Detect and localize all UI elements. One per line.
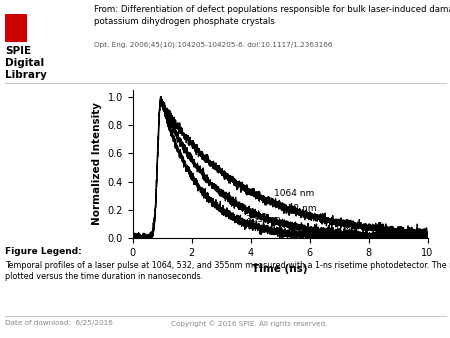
- Text: Copyright © 2016 SPIE. All rights reserved.: Copyright © 2016 SPIE. All rights reserv…: [171, 320, 328, 327]
- Text: Temporal profiles of a laser pulse at 1064, 532, and 355nm measured with a 1-ns : Temporal profiles of a laser pulse at 10…: [5, 261, 450, 282]
- Text: Date of download:  6/25/2016: Date of download: 6/25/2016: [5, 320, 113, 327]
- Text: SPIE
Digital
Library: SPIE Digital Library: [5, 46, 47, 80]
- Text: Opt. Eng. 2006;45(10):104205-104205-6. doi:10.1117/1.2363166: Opt. Eng. 2006;45(10):104205-104205-6. d…: [94, 41, 333, 48]
- Text: From: Differentiation of defect populations responsible for bulk laser-induced d: From: Differentiation of defect populati…: [94, 5, 450, 26]
- Text: 355 nm: 355 nm: [246, 215, 281, 224]
- Y-axis label: Normalized Intensity: Normalized Intensity: [92, 102, 102, 225]
- X-axis label: Time (ns): Time (ns): [252, 264, 308, 273]
- Text: Figure Legend:: Figure Legend:: [5, 247, 82, 257]
- Text: 532 nm: 532 nm: [282, 204, 316, 213]
- Text: 1064 nm: 1064 nm: [274, 189, 315, 198]
